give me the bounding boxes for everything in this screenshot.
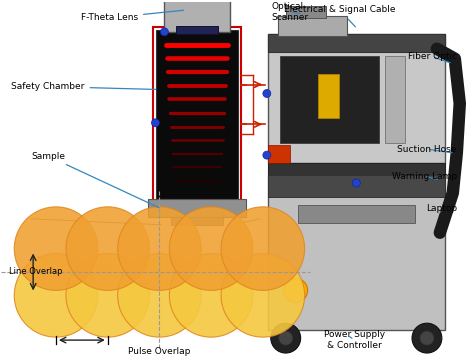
Circle shape (284, 279, 308, 302)
Circle shape (118, 207, 201, 290)
Circle shape (14, 207, 98, 290)
Circle shape (152, 119, 159, 127)
Bar (268, 34, 445, 52)
Bar (172, 217, 223, 225)
Circle shape (279, 331, 292, 345)
Bar (268, 34, 445, 163)
Circle shape (263, 151, 271, 159)
Circle shape (66, 253, 149, 337)
Bar (148, 199, 246, 217)
Bar (280, 56, 379, 143)
Text: Pulse Overlap: Pulse Overlap (128, 347, 191, 356)
Text: Safety Chamber: Safety Chamber (11, 82, 155, 91)
Bar (298, 205, 415, 223)
Text: Sample: Sample (31, 152, 159, 208)
Circle shape (412, 323, 442, 353)
Text: Line Overlap: Line Overlap (9, 267, 63, 276)
Circle shape (169, 207, 253, 290)
Bar (176, 26, 218, 34)
Text: Laptop: Laptop (426, 204, 457, 213)
Text: Warning Lamp: Warning Lamp (392, 171, 457, 180)
Circle shape (221, 253, 305, 337)
Circle shape (352, 179, 360, 187)
Bar (286, 6, 326, 18)
Circle shape (169, 253, 253, 337)
Text: F-Theta Lens: F-Theta Lens (81, 10, 183, 23)
Bar (156, 30, 238, 199)
Circle shape (160, 28, 168, 36)
Circle shape (420, 331, 434, 345)
Text: Optical
Scanner: Optical Scanner (272, 2, 309, 21)
Text: Suction Hose: Suction Hose (397, 145, 457, 154)
Bar (154, 27, 241, 202)
Circle shape (14, 253, 98, 337)
Bar (268, 163, 445, 175)
Circle shape (263, 90, 271, 97)
Circle shape (118, 253, 201, 337)
Bar (268, 175, 445, 330)
Bar (268, 145, 290, 163)
Circle shape (271, 323, 301, 353)
Bar (385, 56, 405, 143)
Bar (164, 0, 230, 32)
Text: Power Supply
& Controller: Power Supply & Controller (324, 330, 385, 349)
Text: Fiber Optic: Fiber Optic (408, 52, 457, 63)
Text: Electrical & Signal Cable: Electrical & Signal Cable (283, 5, 395, 27)
Bar (318, 74, 339, 118)
Circle shape (221, 207, 305, 290)
Bar (278, 16, 347, 36)
Bar (268, 175, 445, 197)
Circle shape (66, 207, 149, 290)
